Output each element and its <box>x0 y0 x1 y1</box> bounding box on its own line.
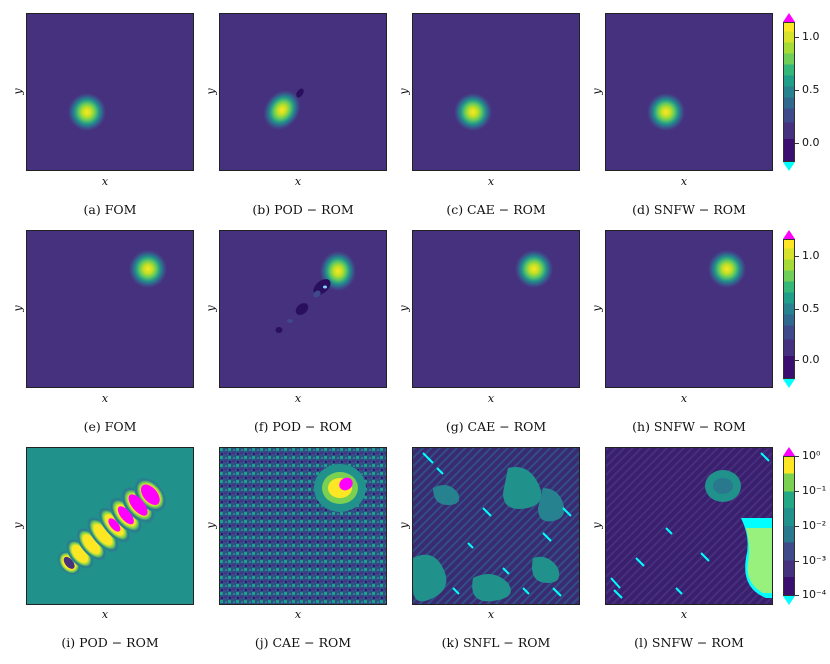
plot-j-cae-rom-error <box>219 447 387 605</box>
colorbar-linear <box>783 239 795 379</box>
gaussian-pulse <box>708 250 746 288</box>
gaussian-pulse <box>129 250 167 288</box>
x-axis-label: x <box>294 175 302 188</box>
negative-lobe <box>296 88 304 98</box>
gaussian-pulse <box>263 90 301 130</box>
caption-j: (j) CAE − ROM <box>254 635 352 650</box>
colorbar-under-arrow <box>783 379 795 388</box>
plot-e-fom <box>26 230 194 388</box>
colorbar-tick: 10⁻⁴ <box>802 588 827 601</box>
colorbar-under-arrow <box>783 162 795 171</box>
caption-k: (k) SNFL − ROM <box>441 635 551 650</box>
colorbar-tick: 0.0 <box>802 136 820 149</box>
plot-c-cae-rom <box>412 13 580 171</box>
colorbar-over-arrow <box>783 13 795 22</box>
x-axis-label: x <box>487 392 495 405</box>
colorbar-linear <box>783 22 795 162</box>
x-axis-label: x <box>680 608 688 621</box>
x-axis-label: x <box>487 175 495 188</box>
gaussian-pulse <box>515 250 553 288</box>
plot-g-cae-rom <box>412 230 580 388</box>
gaussian-pulse <box>68 93 106 131</box>
caption-c: (c) CAE − ROM <box>446 202 546 217</box>
x-axis-label: x <box>294 608 302 621</box>
caption-b: (b) POD − ROM <box>252 202 354 217</box>
y-axis-label: y <box>590 522 604 529</box>
colorbar-log <box>783 456 795 596</box>
y-axis-label: y <box>590 88 604 95</box>
y-axis-label: y <box>590 305 604 312</box>
x-axis-label: x <box>487 608 495 621</box>
gaussian-pulse <box>454 93 492 131</box>
y-axis-label: y <box>204 305 218 312</box>
plot-h-snfw-rom <box>605 230 773 388</box>
y-axis-label: y <box>204 88 218 95</box>
plot-f-pod-rom <box>219 230 387 388</box>
x-axis-label: x <box>680 175 688 188</box>
y-axis-label: y <box>11 522 25 529</box>
y-axis-label: y <box>397 305 411 312</box>
caption-f: (f) POD − ROM <box>254 419 352 434</box>
caption-a: (a) FOM <box>83 202 137 217</box>
colorbar-tick: 0.0 <box>802 353 820 366</box>
colorbar-tick: 10⁻¹ <box>802 484 827 497</box>
colorbar-tick: 0.5 <box>802 302 820 315</box>
colorbar-tick: 10⁰ <box>802 449 821 462</box>
y-axis-label: y <box>397 522 411 529</box>
plot-a-fom <box>26 13 194 171</box>
colorbar-tick: 1.0 <box>802 249 820 262</box>
caption-e: (e) FOM <box>83 419 137 434</box>
plot-i-pod-rom-error <box>26 447 194 605</box>
colorbar-tick: 0.5 <box>802 83 820 96</box>
y-axis-label: y <box>11 305 25 312</box>
x-axis-label: x <box>101 608 109 621</box>
error-bands <box>57 477 167 576</box>
caption-h: (h) SNFW − ROM <box>632 419 746 434</box>
plot-l-snfw-rom-error <box>605 447 773 605</box>
x-axis-label: x <box>680 392 688 405</box>
colorbar-tick: 10⁻² <box>802 519 827 532</box>
caption-d: (d) SNFW − ROM <box>632 202 746 217</box>
colorbar-tick: 10⁻³ <box>802 554 827 567</box>
x-axis-label: x <box>101 392 109 405</box>
gaussian-pulse <box>647 93 685 131</box>
plot-k-snfl-rom-error <box>412 447 580 605</box>
plot-d-snfw-rom <box>605 13 773 171</box>
colorbar-under-arrow <box>783 596 795 605</box>
plot-b-pod-rom <box>219 13 387 171</box>
caption-i: (i) POD − ROM <box>61 635 159 650</box>
y-axis-label: y <box>11 88 25 95</box>
caption-l: (l) SNFW − ROM <box>634 635 744 650</box>
x-axis-label: x <box>294 392 302 405</box>
colorbar-over-arrow <box>783 447 795 456</box>
colorbar-tick: 1.0 <box>802 30 820 43</box>
x-axis-label: x <box>101 175 109 188</box>
caption-g: (g) CAE − ROM <box>445 419 547 434</box>
y-axis-label: y <box>397 88 411 95</box>
y-axis-label: y <box>204 522 218 529</box>
colorbar-over-arrow <box>783 230 795 239</box>
